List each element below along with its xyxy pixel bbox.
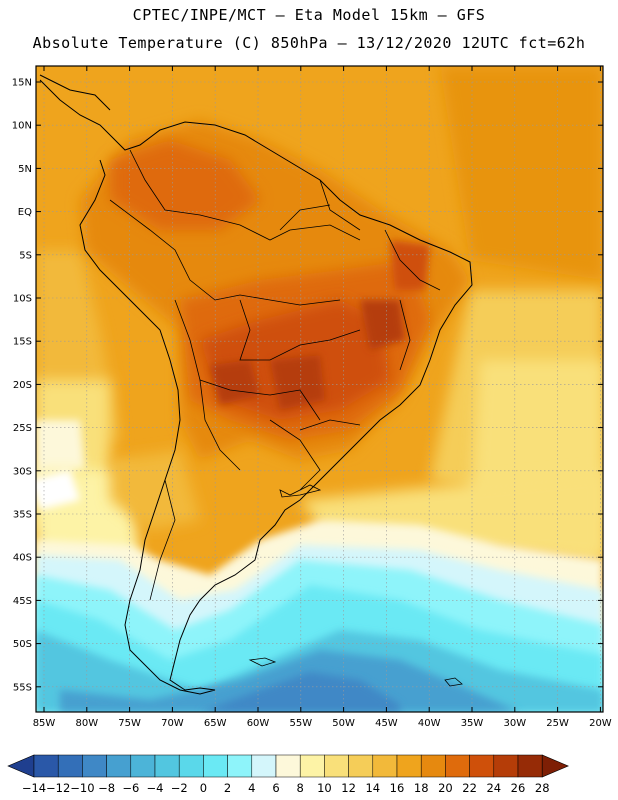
coastline: [39, 74, 473, 695]
lon-label: 70W: [161, 718, 184, 729]
lat-label: 5N: [18, 164, 32, 175]
colorbar-segment: [275, 754, 301, 778]
map-subtitle: Absolute Temperature (C) 850hPa – 13/12/…: [32, 34, 586, 52]
colorbar-arrow-left: [7, 754, 35, 778]
lon-label: 20W: [589, 718, 612, 729]
colorbar-segment: [154, 754, 180, 778]
colorbar-segment: [106, 754, 132, 778]
lon-label: 25W: [546, 718, 569, 729]
lat-label: 10S: [13, 294, 32, 305]
colorbar-label: −4: [147, 781, 164, 795]
colorbar-arrow-right: [541, 754, 569, 778]
lat-label: 15S: [13, 337, 32, 348]
colorbar-label: 14: [365, 781, 380, 795]
colorbar-label: 24: [486, 781, 501, 795]
colorbar-label: 6: [272, 781, 279, 795]
axis-ticks: [36, 66, 603, 712]
lat-label: 30S: [13, 466, 32, 477]
colorbar-label: 26: [511, 781, 526, 795]
lat-label: 15N: [12, 78, 32, 89]
colorbar-labels: −14 −12 −10 −8 −6 −4 −2 0 2 4 6 8 10 12 14 16 18 20 22 24 26…: [22, 781, 550, 795]
lat-label: 55S: [13, 682, 32, 693]
colorbar-segment: [445, 754, 470, 778]
lat-label: EQ: [18, 207, 32, 218]
colorbar-label: −12: [46, 781, 70, 795]
colorbar-segment: [324, 754, 349, 778]
colorbar-label: 2: [224, 781, 231, 795]
lon-label: 45W: [375, 718, 398, 729]
colorbar-label: −8: [98, 781, 115, 795]
lon-label: 40W: [418, 718, 441, 729]
colorbar-segment: [493, 754, 519, 778]
map-title: CPTEC/INPE/MCT – Eta Model 15km – GFS: [132, 6, 486, 24]
lat-label: 5S: [19, 250, 32, 261]
colorbar-label: 4: [248, 781, 255, 795]
lat-lon-grid: [36, 66, 603, 712]
colorbar-segment: [33, 754, 59, 778]
lon-label: 85W: [33, 718, 56, 729]
colorbar-segment: [178, 754, 204, 778]
colorbar-segment: [57, 754, 83, 778]
lon-label: 65W: [204, 718, 227, 729]
colorbar-segment: [348, 754, 374, 778]
colorbar-segment: [299, 754, 325, 778]
lat-label: 40S: [13, 553, 32, 564]
colorbar-segment: [420, 754, 446, 778]
colorbar: [7, 754, 569, 778]
lat-label: 45S: [13, 596, 32, 607]
country-borders: [109, 149, 463, 687]
lon-label: 35W: [461, 718, 484, 729]
lat-label: 20S: [13, 380, 32, 391]
colorbar-segment: [130, 754, 156, 778]
colorbar-segment: [517, 754, 543, 778]
colorbar-label: 10: [317, 781, 332, 795]
colorbar-segment: [372, 754, 398, 778]
lon-label: 80W: [75, 718, 98, 729]
colorbar-label: 0: [200, 781, 207, 795]
colorbar-label: 20: [438, 781, 453, 795]
lon-label: 50W: [332, 718, 355, 729]
colorbar-segment: [82, 754, 107, 778]
colorbar-label: 18: [414, 781, 429, 795]
temperature-field: [36, 66, 603, 712]
lat-label: 10N: [12, 121, 32, 132]
colorbar-segment: [251, 754, 277, 778]
colorbar-label: 22: [462, 781, 477, 795]
colorbar-label: −10: [70, 781, 94, 795]
lon-label: 75W: [118, 718, 141, 729]
colorbar-label: −14: [22, 781, 46, 795]
colorbar-label: 12: [341, 781, 356, 795]
lon-label: 30W: [503, 718, 526, 729]
colorbar-label: 8: [297, 781, 304, 795]
colorbar-label: 16: [390, 781, 405, 795]
colorbar-segment: [227, 754, 253, 778]
colorbar-segment: [203, 754, 228, 778]
lat-label: 35S: [13, 510, 32, 521]
latitude-labels: 15N 10N 5N EQ 5S 10S 15S 20S 25S 30S 35S 40S 45S 50S 5…: [12, 78, 32, 694]
colorbar-label: 28: [535, 781, 550, 795]
colorbar-segment: [469, 754, 495, 778]
plot-frame: [35, 65, 604, 713]
lat-label: 50S: [13, 639, 32, 650]
colorbar-segment: [396, 754, 422, 778]
colorbar-label: −6: [122, 781, 139, 795]
longitude-labels: 85W 80W 75W 70W 65W 60W 55W 50W 45W 40W 35W 30W 25W 2…: [33, 718, 612, 729]
lon-label: 55W: [289, 718, 312, 729]
colorbar-label: −2: [171, 781, 188, 795]
lat-label: 25S: [13, 423, 32, 434]
lon-label: 60W: [247, 718, 270, 729]
